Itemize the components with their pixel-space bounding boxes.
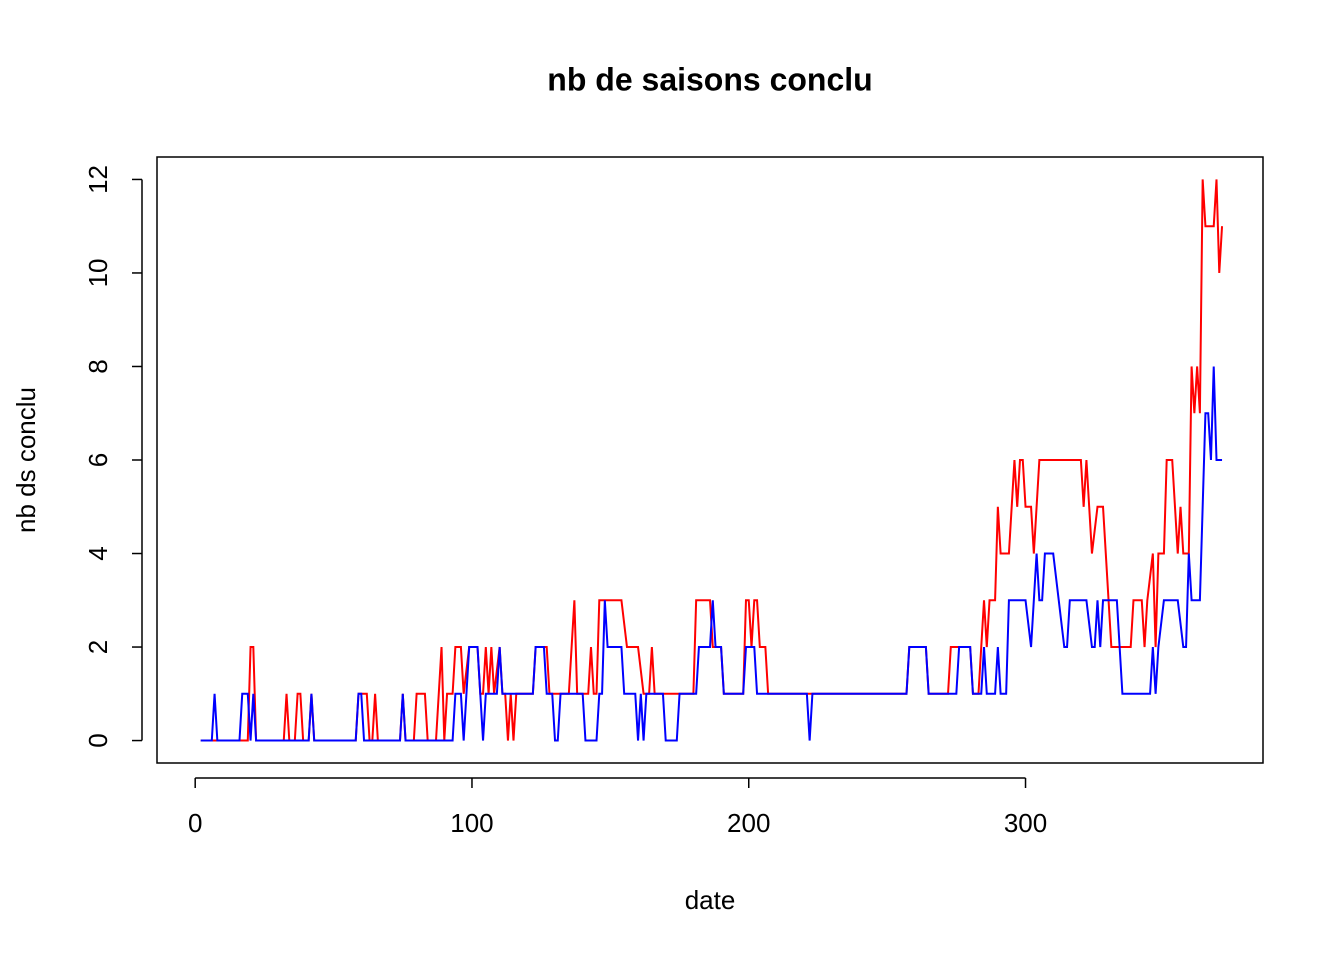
x-axis-label: date (685, 885, 736, 915)
x-tick-label: 0 (188, 808, 202, 838)
plot-box (156, 156, 1264, 764)
y-tick-label: 8 (83, 359, 113, 373)
y-tick-label: 0 (83, 733, 113, 747)
series-line (200, 366, 1223, 742)
x-tick-label: 100 (450, 808, 493, 838)
y-tick-label: 10 (83, 259, 113, 288)
x-tick-label: 300 (1004, 808, 1047, 838)
y-tick-label: 2 (83, 640, 113, 654)
y-tick-label: 12 (83, 165, 113, 194)
chart-title: nb de saisons conclu (547, 61, 872, 97)
y-axis-label: nb ds conclu (11, 387, 41, 533)
y-tick-label: 4 (83, 546, 113, 560)
x-tick-label: 200 (727, 808, 770, 838)
y-tick-label: 6 (83, 453, 113, 467)
series-line (200, 179, 1224, 742)
